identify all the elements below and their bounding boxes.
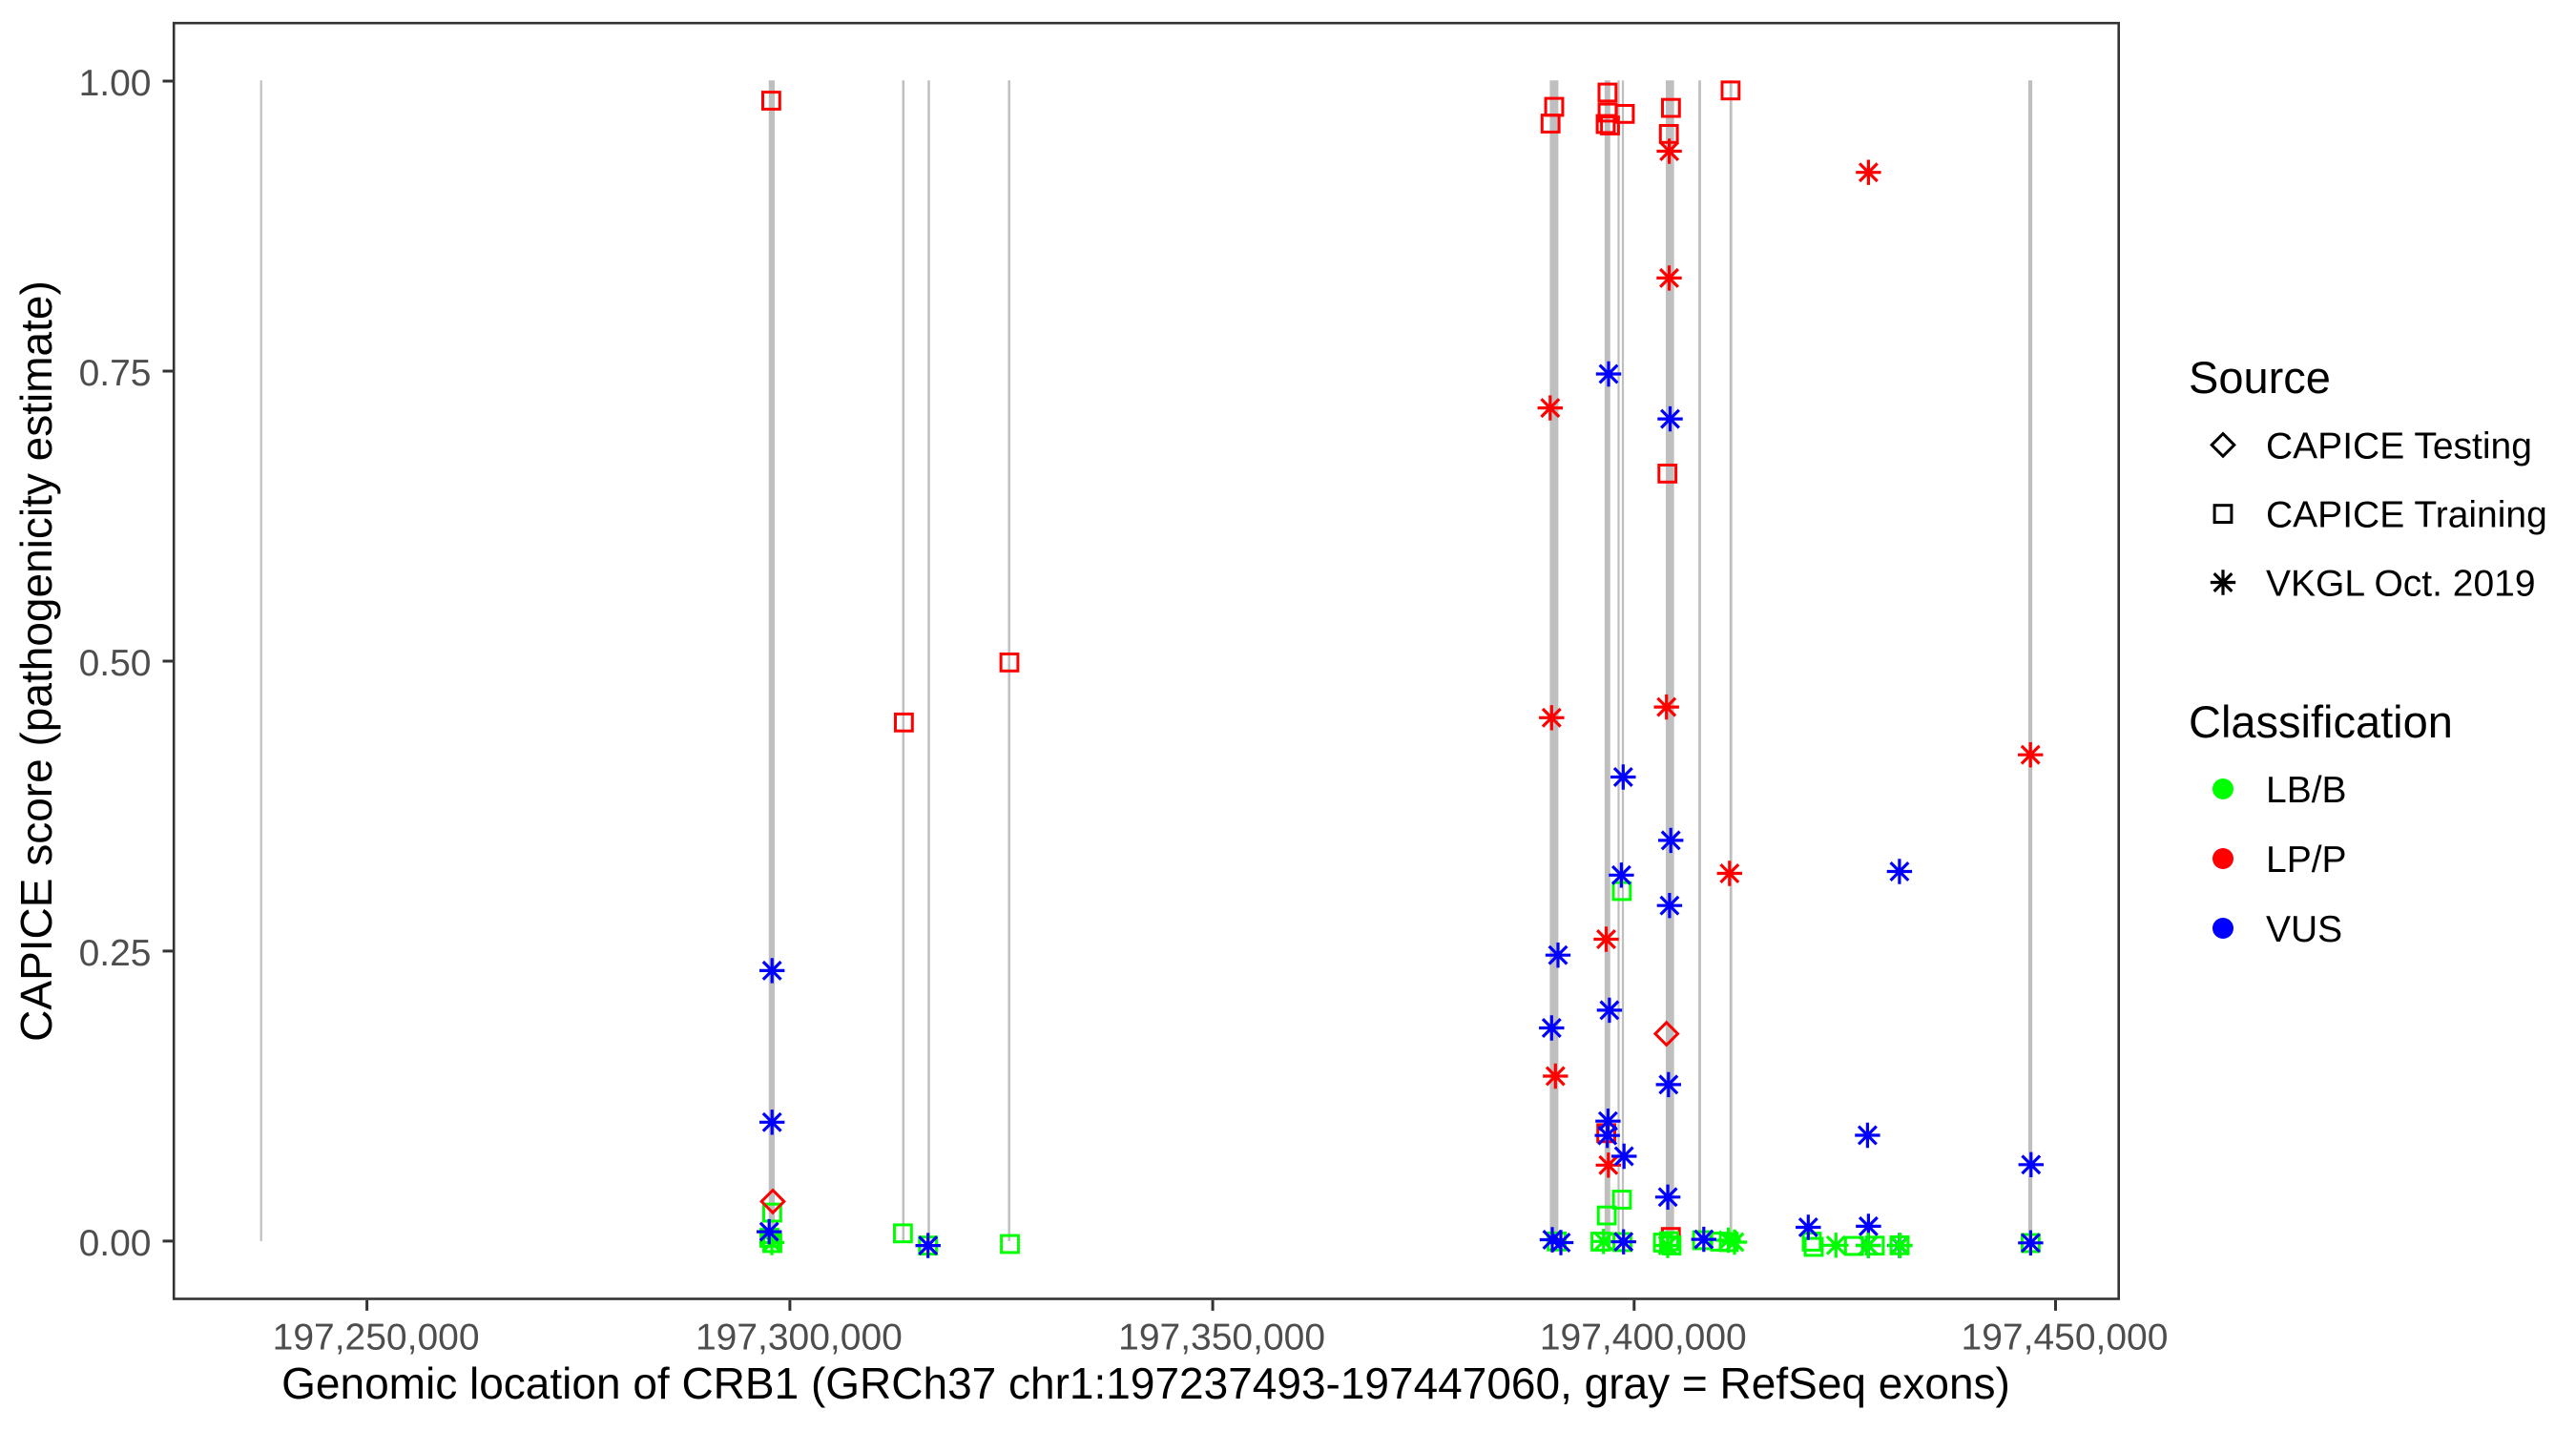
svg-text:Genomic location of CRB1 (GRCh: Genomic location of CRB1 (GRCh37 chr1:19… (281, 1358, 2010, 1408)
svg-text:197,300,000: 197,300,000 (696, 1317, 903, 1358)
svg-text:VUS: VUS (2266, 909, 2342, 950)
svg-text:197,400,000: 197,400,000 (1540, 1317, 1747, 1358)
svg-text:0.00: 0.00 (79, 1223, 152, 1264)
svg-text:LB/B: LB/B (2266, 770, 2347, 811)
svg-text:CAPICE score (pathogenicity es: CAPICE score (pathogenicity estimate) (11, 280, 61, 1042)
svg-text:0.75: 0.75 (79, 353, 152, 394)
svg-text:CAPICE Training: CAPICE Training (2266, 495, 2547, 536)
svg-text:Classification: Classification (2189, 696, 2453, 747)
svg-text:LP/P: LP/P (2266, 840, 2347, 881)
svg-text:197,450,000: 197,450,000 (1962, 1317, 2169, 1358)
svg-text:0.25: 0.25 (79, 933, 152, 974)
svg-text:197,250,000: 197,250,000 (273, 1317, 480, 1358)
svg-text:197,350,000: 197,350,000 (1118, 1317, 1325, 1358)
svg-text:VKGL Oct. 2019: VKGL Oct. 2019 (2266, 564, 2536, 605)
svg-text:0.50: 0.50 (79, 643, 152, 684)
svg-text:CAPICE Testing: CAPICE Testing (2266, 425, 2532, 467)
svg-text:Source: Source (2189, 352, 2331, 403)
svg-text:1.00: 1.00 (79, 63, 152, 104)
